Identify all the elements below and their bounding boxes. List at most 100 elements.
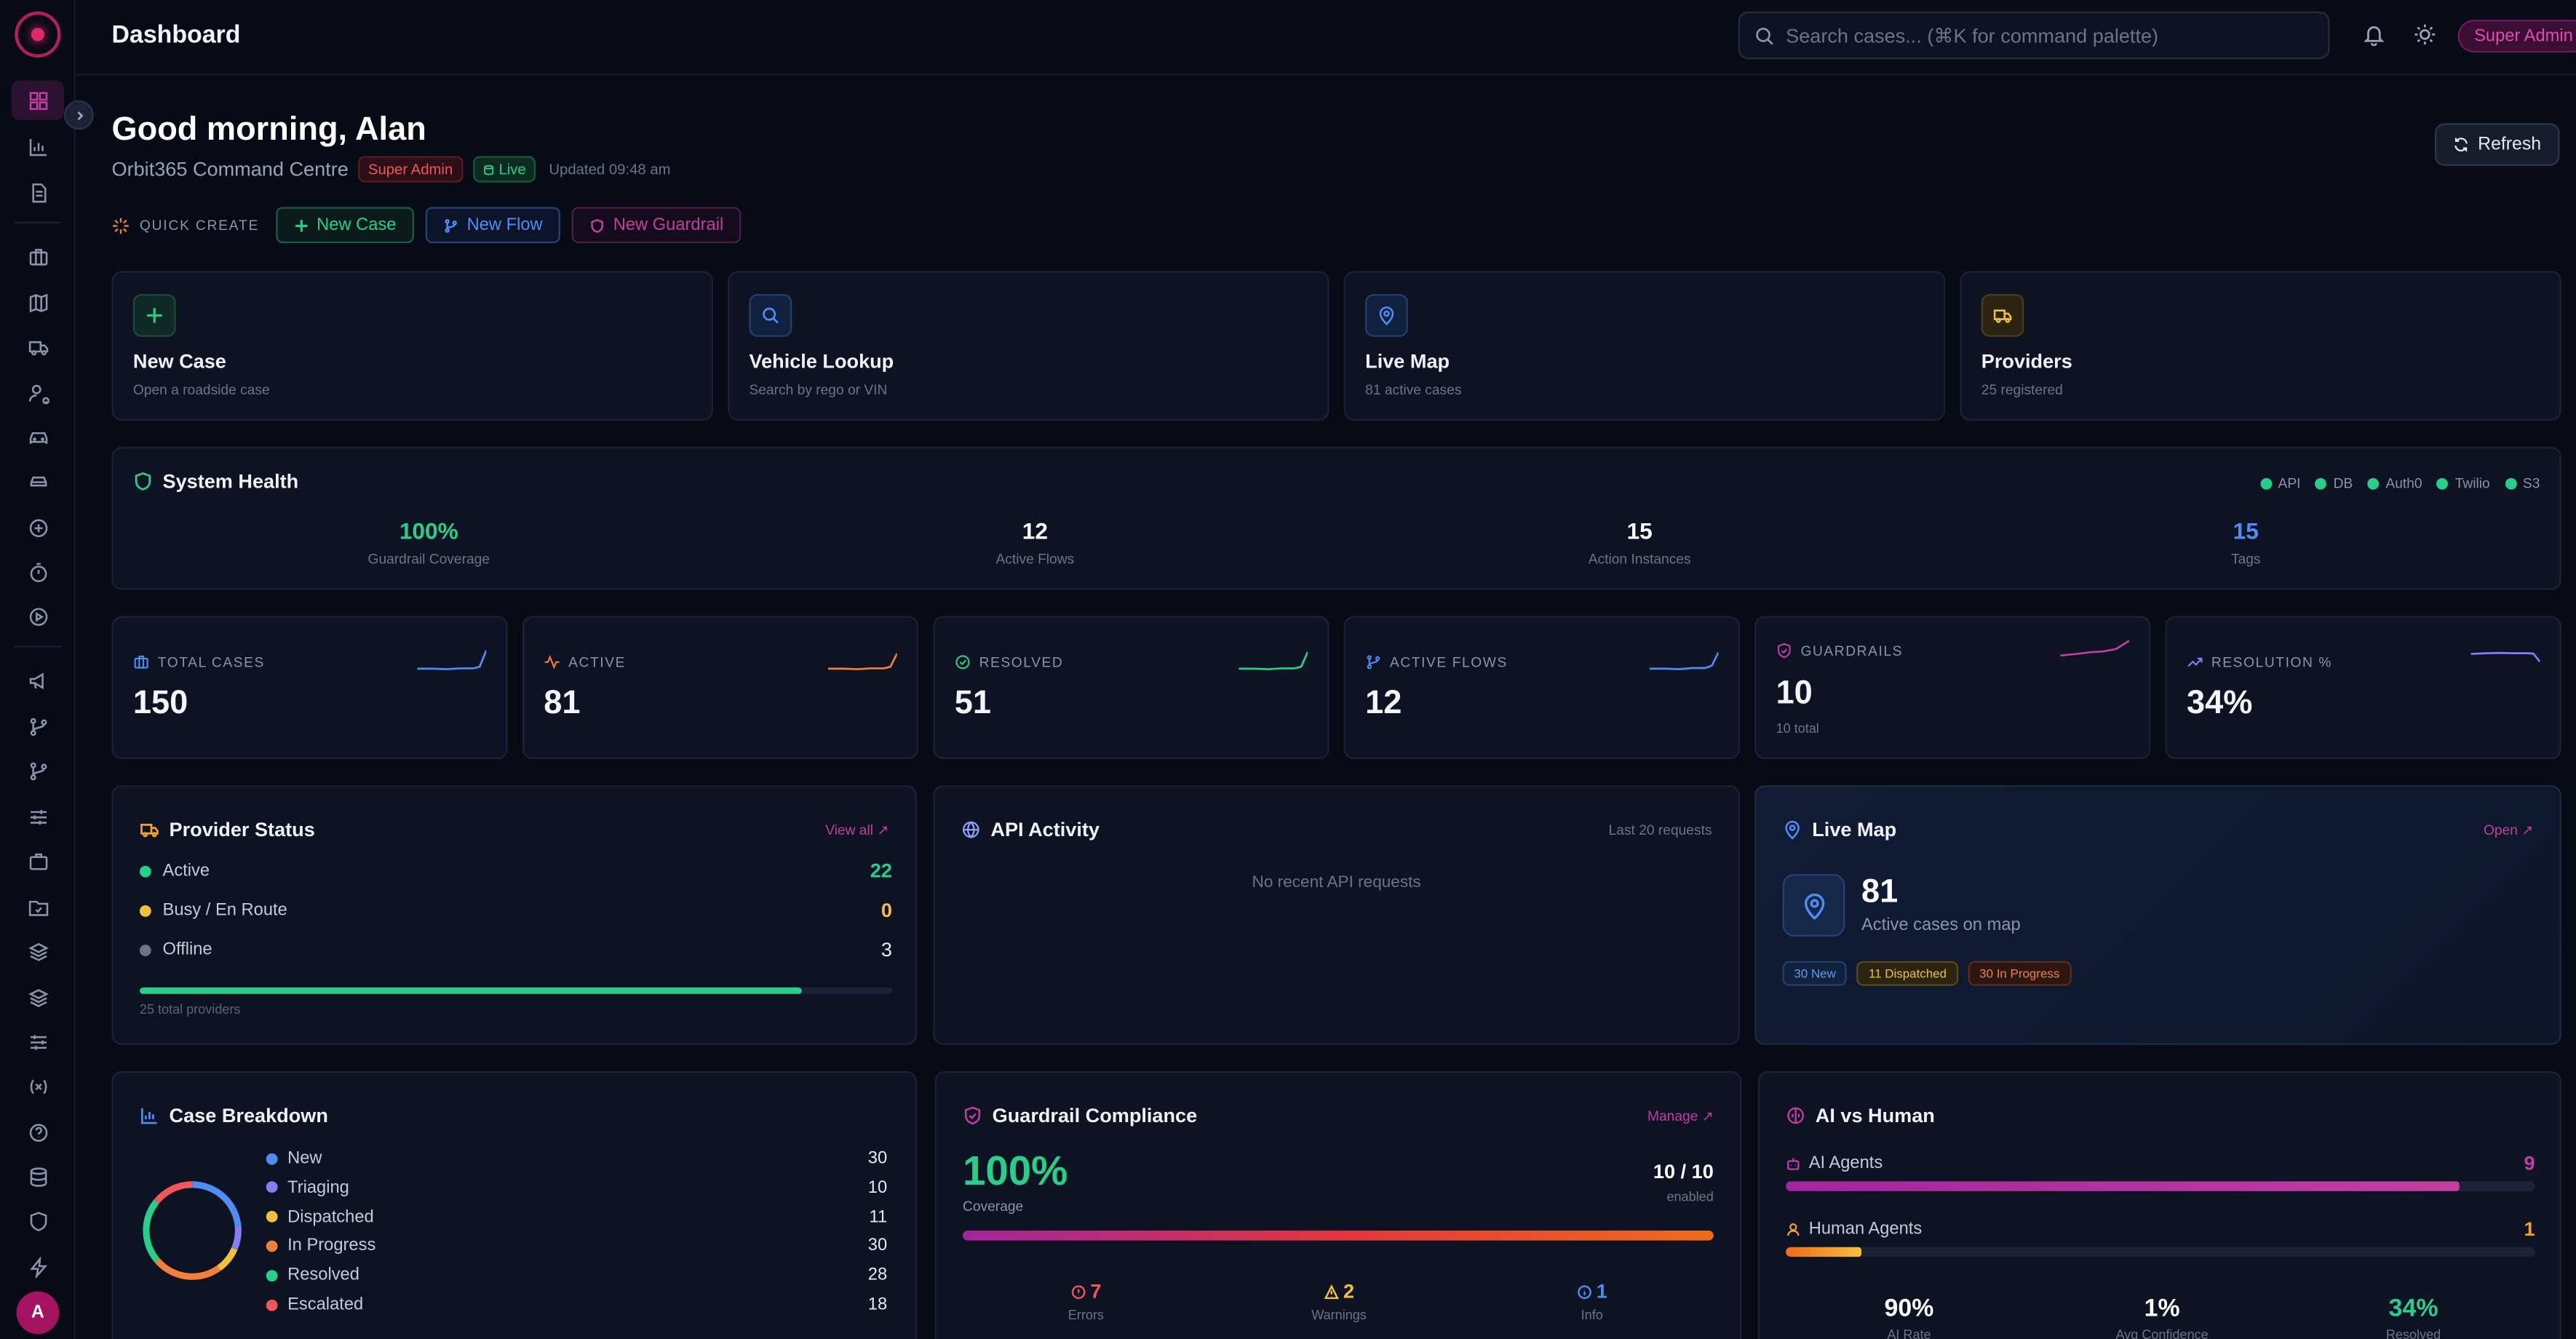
case-breakdown-donut	[143, 1181, 242, 1280]
sidebar-item-controls[interactable]	[12, 797, 64, 836]
sidebar-item-reports[interactable]	[12, 172, 64, 212]
sidebar-item-run[interactable]	[12, 597, 64, 636]
live-badge-label: Live	[498, 161, 526, 178]
layers-icon	[28, 942, 48, 961]
sidebar-item-variables[interactable]	[12, 1066, 64, 1105]
stat-card-active-flows[interactable]: ACTIVE FLOWS 12	[1343, 616, 1740, 760]
new-case-button[interactable]: New Case	[275, 207, 415, 244]
refresh-label: Refresh	[2478, 135, 2542, 155]
sidebar-collapse-button[interactable]	[64, 100, 94, 130]
total-providers-note: 25 total providers	[139, 1002, 241, 1017]
sidebar-item-layers[interactable]	[12, 931, 64, 971]
stat-card-value: 10	[1776, 675, 1813, 712]
map-icon	[28, 293, 47, 312]
sidebar-item-help[interactable]	[12, 1112, 64, 1151]
sparkline	[2470, 651, 2540, 663]
sidebar-item-stacks[interactable]	[12, 977, 64, 1017]
quick-create-label: QUICK CREATE	[112, 216, 260, 234]
role-badge[interactable]: Super Admin	[2457, 20, 2576, 53]
quick-action-providers[interactable]: Providers 25 registered	[1960, 271, 2561, 421]
quick-action-new-case[interactable]: New Case Open a roadside case	[111, 271, 713, 421]
ai-vs-human-title: AI vs Human	[1815, 1104, 1935, 1127]
quick-action-subtitle: Open a roadside case	[132, 381, 270, 398]
guardrail-compliance-panel: Guardrail Compliance Manage ↗ 100% Cover…	[934, 1071, 1742, 1339]
sidebar-item-automation[interactable]	[12, 1247, 64, 1287]
legend-dot	[266, 1269, 278, 1282]
quick-action-vehicle-lookup[interactable]: Vehicle Lookup Search by rego or VIN	[728, 271, 1329, 421]
sidebar-item-branches[interactable]	[12, 751, 64, 790]
new-guardrail-button[interactable]: New Guardrail	[572, 207, 742, 244]
refresh-button[interactable]: Refresh	[2434, 123, 2560, 167]
quick-action-title: Providers	[1981, 349, 2072, 373]
open-map-link[interactable]: Open ↗	[2484, 821, 2534, 838]
avatar[interactable]: A	[16, 1291, 60, 1335]
row-label: New	[287, 1148, 322, 1169]
ai-rate-stat: 90% AI Rate	[1884, 1295, 1934, 1339]
sidebar-item-add[interactable]	[12, 508, 64, 547]
enabled-label: enabled	[1666, 1189, 1714, 1204]
ai-agents-bar	[1786, 1181, 2535, 1191]
sparkline	[827, 653, 897, 670]
grid-icon	[28, 91, 47, 110]
quick-action-subtitle: 25 registered	[1981, 381, 2063, 398]
provider-row-offline: Offline 3	[139, 938, 892, 961]
sidebar-item-dashboard[interactable]	[11, 80, 65, 120]
lightning-icon	[29, 1256, 47, 1278]
live-map-tags: 30 New 11 Dispatched 30 In Progress	[1782, 961, 2072, 986]
user-icon	[1787, 1222, 1800, 1235]
stat-card-active[interactable]: ACTIVE 81	[522, 616, 919, 760]
service-s3: S3	[2505, 474, 2540, 491]
stat-card-resolved[interactable]: RESOLVED 51	[933, 616, 1329, 760]
sidebar-item-portfolio[interactable]	[12, 841, 64, 881]
role-badge-small: Super Admin	[358, 156, 463, 183]
bot-icon	[1787, 1157, 1800, 1169]
ai-agents-row: AI Agents 9	[1786, 1152, 2535, 1175]
stat-card-total-cases[interactable]: TOTAL CASES 150	[111, 616, 508, 760]
warnings-stat: 2 Warnings	[1311, 1279, 1367, 1323]
briefcase-icon	[28, 247, 47, 265]
api-activity-meta: Last 20 requests	[1608, 821, 1712, 838]
quick-action-title: Live Map	[1365, 349, 1450, 373]
row-value: 18	[867, 1295, 888, 1315]
new-flow-button[interactable]: New Flow	[426, 207, 561, 244]
notifications-button[interactable]	[2363, 23, 2386, 47]
system-health-title: System Health	[162, 469, 299, 493]
sidebar-item-users[interactable]	[12, 373, 64, 412]
quick-create-row: QUICK CREATE New Case New Flow New Guard…	[112, 207, 742, 244]
stat-card-guardrails[interactable]: GUARDRAILS 10 10 total	[1754, 616, 2151, 760]
sidebar-item-timers[interactable]	[12, 552, 64, 592]
tag-in-progress: 30 In Progress	[1968, 961, 2072, 986]
quick-action-subtitle: 81 active cases	[1365, 381, 1462, 398]
search-bar[interactable]	[1738, 11, 2330, 60]
legend-dot	[266, 1152, 278, 1164]
sidebar-item-dispatch[interactable]	[12, 327, 64, 366]
stat-card-value: 12	[1365, 685, 1402, 722]
manage-guardrails-link[interactable]: Manage ↗	[1647, 1107, 1714, 1124]
sidebar-item-cases[interactable]	[12, 237, 64, 276]
live-map-panel: Live Map Open ↗ 81 Active cases on map 3…	[1754, 785, 2561, 1045]
sidebar-item-database[interactable]	[12, 1156, 64, 1196]
sidebar-item-flows[interactable]	[12, 707, 64, 746]
sidebar-item-announcements[interactable]	[12, 661, 64, 700]
row-label: Escalated	[287, 1295, 364, 1315]
sidebar-item-fleet[interactable]	[12, 461, 64, 501]
stat-card-resolution[interactable]: RESOLUTION % 34%	[2165, 616, 2561, 760]
view-all-providers-link[interactable]: View all ↗	[825, 821, 889, 838]
variable-icon	[29, 1078, 47, 1094]
sidebar-item-security[interactable]	[12, 1201, 64, 1240]
stat-card-label: RESOLVED	[955, 654, 1064, 670]
sidebar-item-analytics[interactable]	[12, 127, 64, 166]
legend-dot	[266, 1181, 278, 1193]
sidebar-item-vehicles[interactable]	[12, 417, 64, 456]
quick-action-live-map[interactable]: Live Map 81 active cases	[1343, 271, 1946, 421]
stat-card-value: 34%	[2186, 685, 2253, 722]
logo[interactable]	[15, 11, 61, 58]
sidebar-item-settings[interactable]	[12, 1022, 64, 1061]
theme-toggle-button[interactable]	[2414, 23, 2437, 47]
sidebar-item-map[interactable]	[12, 282, 64, 322]
search-input[interactable]	[1786, 23, 2312, 47]
row-value: 28	[867, 1265, 888, 1285]
live-map-subtitle: Active cases on map	[1861, 915, 2021, 935]
check-circle-icon	[955, 655, 970, 670]
sidebar-item-files[interactable]	[12, 887, 64, 926]
